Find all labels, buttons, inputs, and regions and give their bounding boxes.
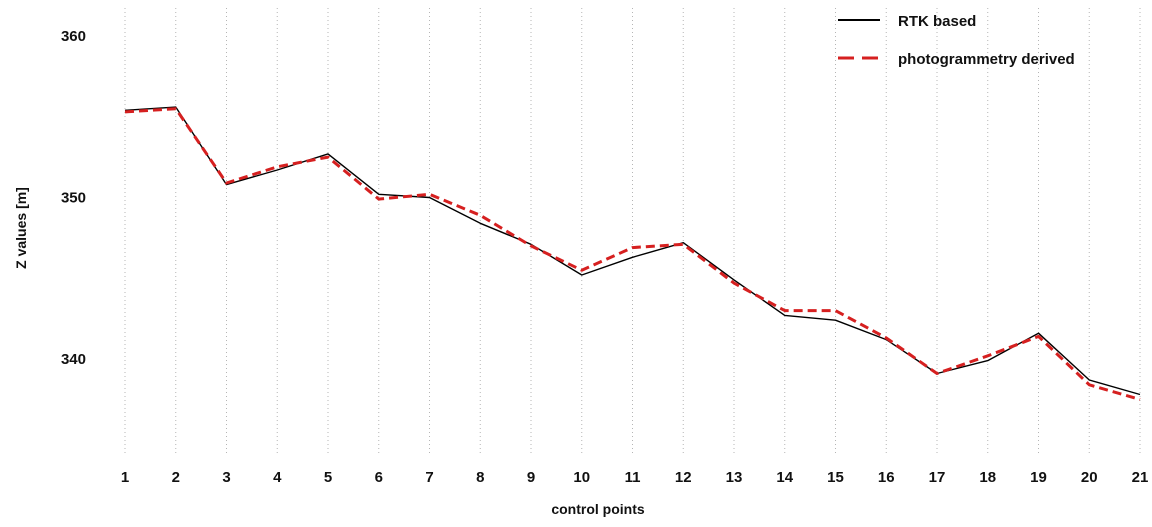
legend-label-photogrammetry-derived: photogrammetry derived	[898, 51, 1075, 68]
x-tick-label-8: 8	[476, 469, 484, 486]
grid	[124, 8, 1141, 455]
x-tick-label-11: 11	[625, 469, 641, 486]
legend-label-rtk-based: RTK based	[898, 13, 976, 30]
x-tick-label-15: 15	[827, 469, 844, 486]
x-tick-label-5: 5	[324, 469, 332, 486]
legend: RTK based photogrammetry derived	[838, 13, 1075, 68]
x-tick-label-12: 12	[675, 469, 692, 486]
x-tick-label-2: 2	[172, 469, 180, 486]
x-tick-label-1: 1	[121, 469, 129, 486]
series-lines	[124, 106, 1141, 401]
x-tick-label-4: 4	[273, 469, 282, 486]
x-tick-label-17: 17	[929, 469, 946, 486]
series-line-photogrammetry-derived	[124, 107, 1141, 401]
x-tick-label-18: 18	[979, 469, 996, 486]
y-tick-label-350: 350	[61, 190, 86, 207]
x-tick-label-20: 20	[1081, 469, 1098, 486]
y-axis-ticks: 340 350 360	[61, 28, 86, 368]
x-tick-label-13: 13	[726, 469, 743, 486]
x-tick-label-14: 14	[776, 469, 793, 486]
x-axis-ticks: 1 2 3 4 5 6 7 8 9 10 11 12 13 14 15 16 17 18 19 20 21	[121, 469, 1149, 486]
x-tick-label-3: 3	[222, 469, 230, 486]
series-line-rtk-based	[124, 106, 1141, 396]
x-tick-label-9: 9	[527, 469, 535, 486]
x-tick-label-19: 19	[1030, 469, 1047, 486]
x-axis-title: control points	[551, 501, 645, 517]
y-tick-label-340: 340	[61, 351, 86, 368]
x-tick-label-10: 10	[573, 469, 590, 486]
x-tick-label-7: 7	[425, 469, 433, 486]
x-tick-label-6: 6	[375, 469, 383, 486]
y-axis-title: Z values [m]	[13, 187, 29, 269]
x-tick-label-21: 21	[1132, 469, 1149, 486]
x-tick-label-16: 16	[878, 469, 895, 486]
y-tick-label-360: 360	[61, 28, 86, 45]
